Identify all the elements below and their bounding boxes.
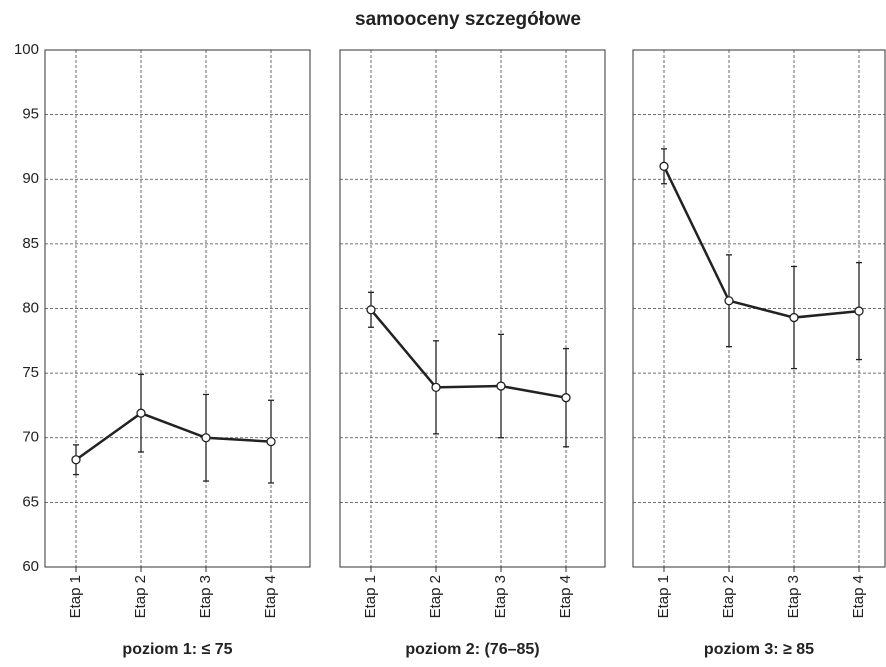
- y-tick-label: 85: [22, 235, 39, 252]
- line: [662, 165, 860, 319]
- x-tick-label: Etap 4: [850, 575, 867, 618]
- y-tick-label: 70: [22, 429, 39, 446]
- x-tick-label: Etap 2: [720, 575, 737, 618]
- x-axis-label: poziom 3: ≥ 85: [704, 641, 814, 658]
- x-tick-label: Etap 3: [197, 575, 214, 618]
- x-tick-label: Etap 2: [132, 575, 149, 618]
- marker: [201, 433, 211, 443]
- marker: [136, 408, 146, 418]
- marker: [561, 393, 571, 403]
- line: [370, 308, 567, 399]
- x-tick-label: Etap 1: [362, 575, 379, 618]
- y-tick-label: 65: [22, 493, 39, 510]
- panel-frame: [44, 49, 311, 568]
- y-tick-label: 60: [22, 558, 39, 575]
- y-tick-label: 80: [22, 299, 39, 316]
- y-tick-label: 100: [14, 41, 39, 58]
- marker: [496, 381, 506, 391]
- x-axis-label: poziom 1: ≤ 75: [122, 641, 232, 658]
- line: [75, 411, 272, 461]
- x-tick-label: Etap 1: [67, 575, 84, 618]
- panel-frame: [632, 49, 886, 568]
- marker: [366, 305, 376, 315]
- marker: [71, 455, 81, 465]
- x-tick-label: Etap 2: [427, 575, 444, 618]
- marker: [854, 306, 864, 316]
- panel-frame: [339, 49, 606, 568]
- marker: [789, 312, 799, 323]
- chart-title: samooceny szczegółowe: [355, 9, 581, 30]
- marker: [266, 436, 276, 447]
- x-tick-label: Etap 4: [557, 575, 574, 618]
- x-axis-label: poziom 2: (76–85): [405, 641, 539, 658]
- x-tick-label: Etap 4: [262, 575, 279, 618]
- marker: [431, 382, 441, 392]
- y-tick-label: 75: [22, 364, 39, 381]
- marker: [659, 161, 669, 171]
- x-tick-label: Etap 3: [492, 575, 509, 618]
- marker: [724, 296, 734, 306]
- x-tick-label: Etap 3: [785, 575, 802, 618]
- y-tick-label: 90: [22, 170, 39, 187]
- y-tick-label: 95: [22, 106, 39, 123]
- x-tick-label: Etap 1: [655, 575, 672, 618]
